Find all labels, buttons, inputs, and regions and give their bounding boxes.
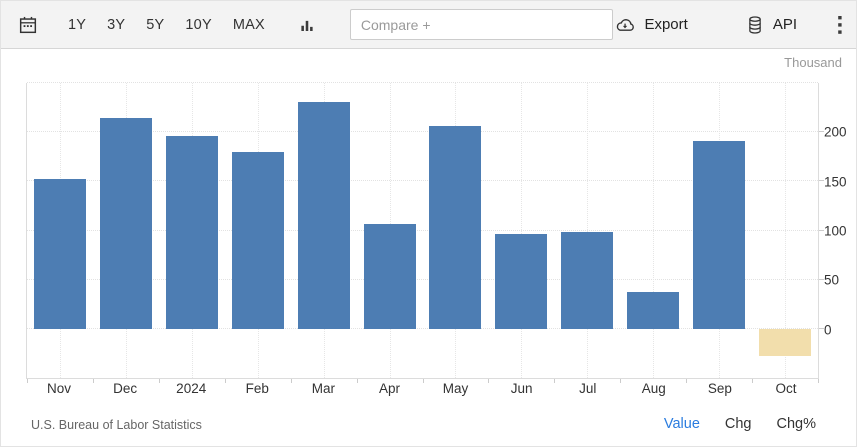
view-link-value[interactable]: Value [663,416,700,432]
x-axis-tick-label: Jul [579,381,597,396]
y-axis-tick [819,278,824,280]
x-axis-tick [554,379,556,383]
bar-mar[interactable] [297,101,350,329]
bar-may[interactable] [429,126,482,329]
x-axis-tick-label: May [442,381,469,396]
bar-2024[interactable] [165,136,218,329]
x-axis-tick-label: Sep [707,381,732,396]
x-axis-tick [158,379,160,383]
y-axis-tick [819,229,824,231]
menu-button[interactable] [837,14,843,36]
range-button-1y[interactable]: 1Y [68,16,87,33]
kebab-menu-icon [837,14,843,36]
bar-oct[interactable] [759,328,812,357]
x-axis-tick [818,379,819,383]
source-attribution: U.S. Bureau of Labor Statistics [31,418,202,432]
x-axis-tick [356,379,358,383]
y-axis-tick [819,327,824,329]
x-axis-tick-label: Aug [641,381,666,396]
x-axis-tick [488,379,490,383]
export-button[interactable]: Export [613,13,688,37]
bar-jun[interactable] [495,234,548,329]
cloud-download-icon [613,13,637,37]
range-button-10y[interactable]: 10Y [185,16,212,33]
database-icon [744,13,766,37]
x-axis-tick [620,379,622,383]
bar-feb[interactable] [231,151,284,329]
gridline-vertical [521,83,523,378]
x-axis-tick [92,379,94,383]
export-label: Export [644,16,688,33]
x-axis-tick [422,379,424,383]
y-axis-tick-label: 50 [824,272,840,288]
range-button-5y[interactable]: 5Y [146,16,165,33]
y-axis-tick-label: 200 [824,124,847,140]
x-axis-tick [224,379,226,383]
gridline-horizontal [27,229,818,231]
range-button-max[interactable]: MAX [232,16,265,33]
bar-sep[interactable] [693,141,746,329]
x-axis-tick-label: Nov [47,381,72,396]
y-axis-tick-label: 150 [824,174,847,190]
footer: U.S. Bureau of Labor Statistics Value Ch… [1,401,856,446]
bar-apr[interactable] [363,223,416,329]
range-selector: 1Y 3Y 5Y 10Y MAX [67,17,266,33]
y-axis-tick-label: 0 [824,322,832,338]
view-link-chg[interactable]: Chg [724,416,752,432]
x-axis-tick-label: Oct [775,381,797,396]
bar-jul[interactable] [561,231,614,329]
gridline-horizontal [27,131,818,133]
x-axis-tick-label: Feb [245,381,269,396]
compare-input[interactable] [349,9,614,40]
gridline-horizontal [27,278,818,280]
view-toggle: Value Chg Chg% [664,416,816,432]
x-axis-tick [27,379,28,383]
chart-type-button[interactable] [298,16,316,34]
toolbar: 1Y 3Y 5Y 10Y MAX [1,1,856,49]
x-axis-tick [290,379,292,383]
x-axis-tick [752,379,754,383]
x-axis-tick-label: Dec [113,381,138,396]
api-label: API [772,16,797,33]
range-button-3y[interactable]: 3Y [107,16,126,33]
y-axis-tick [819,180,824,182]
bar-aug[interactable] [627,292,680,329]
view-link-chgpct[interactable]: Chg% [776,416,817,432]
y-axis-tick-label: 100 [824,223,847,239]
y-axis-unit-label: Thousand [784,55,842,70]
toolbar-right: Export API [613,13,843,37]
plot-area[interactable] [26,82,824,383]
x-axis-tick-label: Jun [510,381,533,396]
calendar-button[interactable] [17,14,39,36]
y-axis-tick [819,131,824,133]
gridline-horizontal [27,82,818,83]
gridline-horizontal [27,327,818,329]
gridline-vertical [785,83,787,378]
bar-dec[interactable] [99,118,152,329]
bar-nov[interactable] [33,179,86,329]
y-axis-labels: 0 50 100 150 200 [821,83,856,379]
gridline-vertical [653,83,655,378]
x-axis-tick-label: 2024 [176,381,207,396]
api-button[interactable]: API [744,13,797,37]
gridline-horizontal [27,180,818,182]
bar-chart-icon [298,16,316,34]
x-axis-tick-label: Mar [311,381,335,396]
x-axis-tick [686,379,688,383]
calendar-icon [17,14,39,36]
gridline-vertical [587,83,589,378]
x-axis-labels: Nov Dec 2024 Feb Mar Apr May Jun Jul Aug Sep Oct [26,381,819,397]
x-axis-tick-label: Apr [378,381,400,396]
